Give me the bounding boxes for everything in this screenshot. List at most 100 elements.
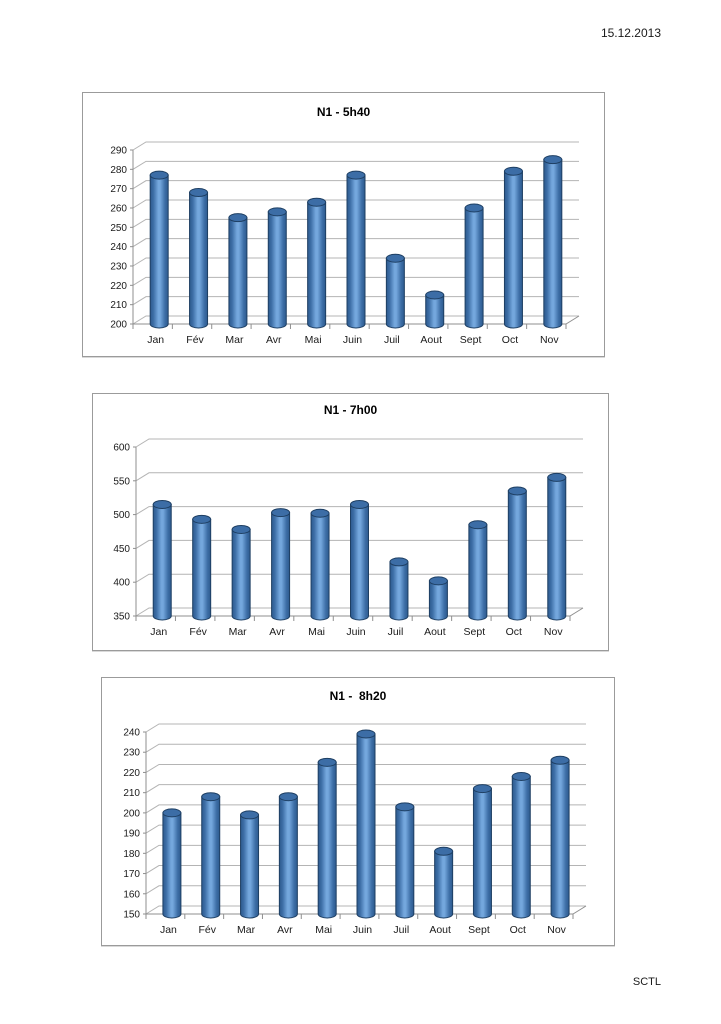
x-axis-label: Mai [308, 626, 325, 638]
gridline [135, 506, 583, 516]
y-axis-label: 270 [110, 184, 127, 195]
cylinder-body [149, 174, 169, 329]
cylinder-bar [434, 846, 454, 919]
cylinder-body [271, 512, 291, 621]
cylinder-bar [278, 792, 298, 919]
gridline [135, 438, 583, 448]
cylinder-top [201, 792, 221, 802]
cylinder-top [356, 729, 376, 739]
y-axis-label: 190 [123, 829, 140, 840]
x-axis-label: Oct [510, 924, 526, 936]
cylinder-top [307, 197, 327, 207]
y-axis-label: 550 [113, 476, 130, 487]
x-axis-label: Sept [460, 334, 482, 346]
x-axis-label: Jan [160, 924, 177, 936]
x-axis-label: Aout [429, 924, 451, 936]
cylinder-top [434, 846, 454, 856]
y-axis-label: 200 [123, 808, 140, 819]
x-axis-label: Sept [468, 924, 490, 936]
y-axis-label: 280 [110, 165, 127, 176]
y-axis-label: 500 [113, 510, 130, 521]
cylinder-body [550, 759, 570, 919]
cylinder-body [468, 524, 488, 621]
cylinder-body [317, 761, 337, 919]
y-axis-label: 170 [123, 869, 140, 880]
cylinder-body [201, 796, 221, 919]
cylinder-body [307, 201, 327, 329]
gridline [145, 784, 586, 794]
x-axis-label: Nov [540, 334, 559, 346]
x-axis-label: Juil [393, 924, 409, 936]
cylinder-bar [468, 520, 488, 621]
cylinder-body [543, 159, 563, 329]
x-axis-label: Juil [384, 334, 400, 346]
cylinder-top [228, 213, 248, 223]
cylinder-bar [162, 808, 182, 919]
x-axis-label: Mar [229, 626, 248, 638]
cylinder-top [152, 499, 172, 509]
cylinder-bar [152, 499, 172, 621]
cylinder-top [547, 472, 567, 482]
cylinder-bar [511, 771, 531, 919]
cylinder-body [346, 174, 366, 329]
gridline [132, 276, 579, 286]
cylinder-bar [507, 486, 527, 621]
y-axis-label: 160 [123, 889, 140, 900]
cylinder-top [389, 557, 409, 567]
cylinder-top [428, 576, 448, 586]
cylinder-bar [310, 508, 330, 621]
y-axis-label: 240 [110, 242, 127, 253]
y-axis-label: 600 [113, 443, 130, 454]
cylinder-body [503, 170, 523, 329]
cylinder-bar [503, 166, 523, 329]
cylinder-top [231, 524, 251, 534]
gridline [132, 160, 579, 170]
y-axis-label: 250 [110, 223, 127, 234]
cylinder-body [472, 788, 492, 919]
cylinder-body [152, 503, 172, 621]
cylinder-bar [228, 213, 248, 329]
x-axis-label: Fév [198, 924, 216, 936]
y-axis-label: 200 [110, 320, 127, 331]
gridline [145, 743, 586, 753]
cylinder-body [464, 207, 484, 329]
x-axis-label: Fév [189, 626, 207, 638]
x-axis-label: Avr [277, 924, 293, 936]
chart-box-n1-5h40: N1 - 5h40 200 210 220 230 240 250 260 270 280 290… [82, 92, 605, 357]
x-axis-label: Aout [420, 334, 442, 346]
bar-chart-n1-5h40: 200 210 220 230 240 250 260 270 280 290 Jan Fév Mar A… [110, 141, 580, 346]
y-axis-label: 150 [123, 910, 140, 921]
cylinder-body [425, 294, 445, 329]
cylinder-bar [472, 784, 492, 919]
chart-title: N1 - 7h00 [323, 403, 378, 417]
x-axis-label: Mar [237, 924, 256, 936]
gridline [132, 218, 579, 228]
x-axis-label: Oct [502, 334, 518, 346]
cylinder-bar [192, 514, 212, 621]
chart-title: N1 - 5h40 [316, 105, 371, 119]
cylinder-body [547, 476, 567, 621]
x-axis-label: Fév [186, 334, 204, 346]
cylinder-top [503, 166, 523, 176]
x-axis-label: Mai [315, 924, 332, 936]
cylinder-top [278, 792, 298, 802]
gridline [145, 763, 586, 773]
cylinder-top [543, 155, 563, 165]
x-axis-label: Nov [544, 626, 563, 638]
cylinder-top [189, 188, 209, 198]
cylinder-bar [550, 755, 570, 919]
x-axis-label: Mai [305, 334, 322, 346]
cylinder-top [507, 486, 527, 496]
y-axis-label: 450 [113, 544, 130, 555]
x-axis-label: Juin [353, 924, 372, 936]
cylinder-bar [317, 757, 337, 919]
cylinder-bar [189, 188, 209, 329]
cylinder-bar [464, 203, 484, 329]
cylinder-top [317, 757, 337, 767]
gridline [132, 257, 579, 267]
y-axis-label: 220 [110, 281, 127, 292]
cylinder-body [189, 192, 209, 329]
cylinder-body [240, 814, 260, 919]
cylinder-bar [385, 253, 405, 329]
